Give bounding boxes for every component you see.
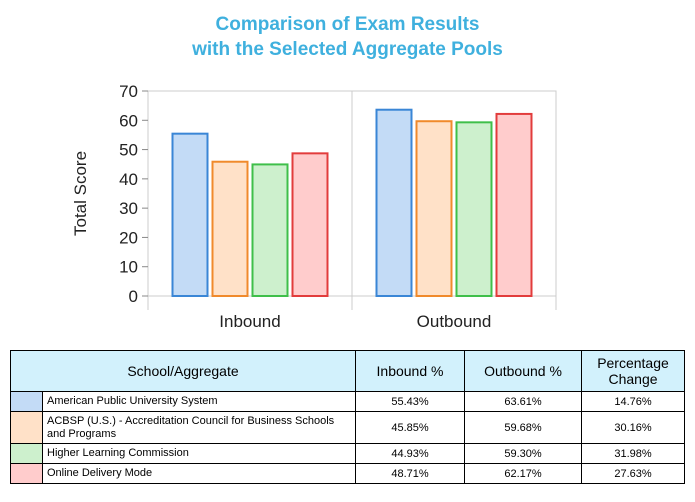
header-school-aggregate: School/Aggregate [10, 350, 356, 392]
y-tick-label: 40 [119, 170, 138, 189]
chart-title: Comparison of Exam Results with the Sele… [0, 12, 695, 62]
legend-swatch [10, 411, 43, 444]
y-tick-label: 70 [119, 82, 138, 101]
chart-title-line-1: Comparison of Exam Results [215, 14, 480, 35]
header-inbound: Inbound % [355, 350, 465, 392]
bar [211, 160, 249, 297]
y-tick-label: 50 [119, 141, 138, 160]
bar [171, 132, 209, 297]
header-percentage-change: Percentage Change [581, 350, 685, 392]
table-header-row: School/Aggregate Inbound % Outbound % Pe… [10, 350, 685, 392]
row-outbound: 59.30% [464, 443, 582, 464]
row-change: 30.16% [581, 411, 685, 444]
legend-swatch [10, 463, 43, 484]
row-change: 27.63% [581, 463, 685, 484]
row-inbound: 55.43% [355, 391, 465, 412]
row-change: 31.98% [581, 443, 685, 464]
legend-swatch [10, 391, 43, 412]
row-name: Online Delivery Mode [42, 463, 356, 484]
table-row: American Public University System 55.43%… [10, 391, 685, 412]
x-tick-label: Inbound [219, 312, 280, 331]
results-table: School/Aggregate Inbound % Outbound % Pe… [10, 350, 685, 484]
header-outbound: Outbound % [464, 350, 582, 392]
chart-title-line-2: with the Selected Aggregate Pools [192, 39, 503, 60]
y-tick-label: 60 [119, 111, 138, 130]
row-name: Higher Learning Commission [42, 443, 356, 464]
bar [251, 163, 289, 297]
bar [455, 121, 493, 298]
table-row: Online Delivery Mode 48.71% 62.17% 27.63… [10, 463, 685, 484]
bar [375, 108, 413, 297]
row-inbound: 48.71% [355, 463, 465, 484]
row-name: ACBSP (U.S.) - Accreditation Council for… [42, 411, 356, 444]
y-tick-label: 10 [119, 258, 138, 277]
bar [495, 112, 533, 298]
table-row: Higher Learning Commission 44.93% 59.30%… [10, 443, 685, 464]
table-row: ACBSP (U.S.) - Accreditation Council for… [10, 411, 685, 444]
y-tick-label: 20 [119, 228, 138, 247]
y-axis-label: Total Score [71, 151, 90, 236]
row-outbound: 62.17% [464, 463, 582, 484]
bar-chart: 0 10 20 30 40 50 60 70 Total Score Inbound Outboun… [71, 82, 557, 331]
row-outbound: 59.68% [464, 411, 582, 444]
bar [415, 120, 453, 297]
y-tick-label: 0 [129, 287, 138, 306]
bar [291, 152, 329, 297]
x-tick-label: Outbound [417, 312, 492, 331]
row-inbound: 44.93% [355, 443, 465, 464]
row-outbound: 63.61% [464, 391, 582, 412]
y-tick-label: 30 [119, 199, 138, 218]
row-change: 14.76% [581, 391, 685, 412]
row-inbound: 45.85% [355, 411, 465, 444]
row-name: American Public University System [42, 391, 356, 412]
legend-swatch [10, 443, 43, 464]
